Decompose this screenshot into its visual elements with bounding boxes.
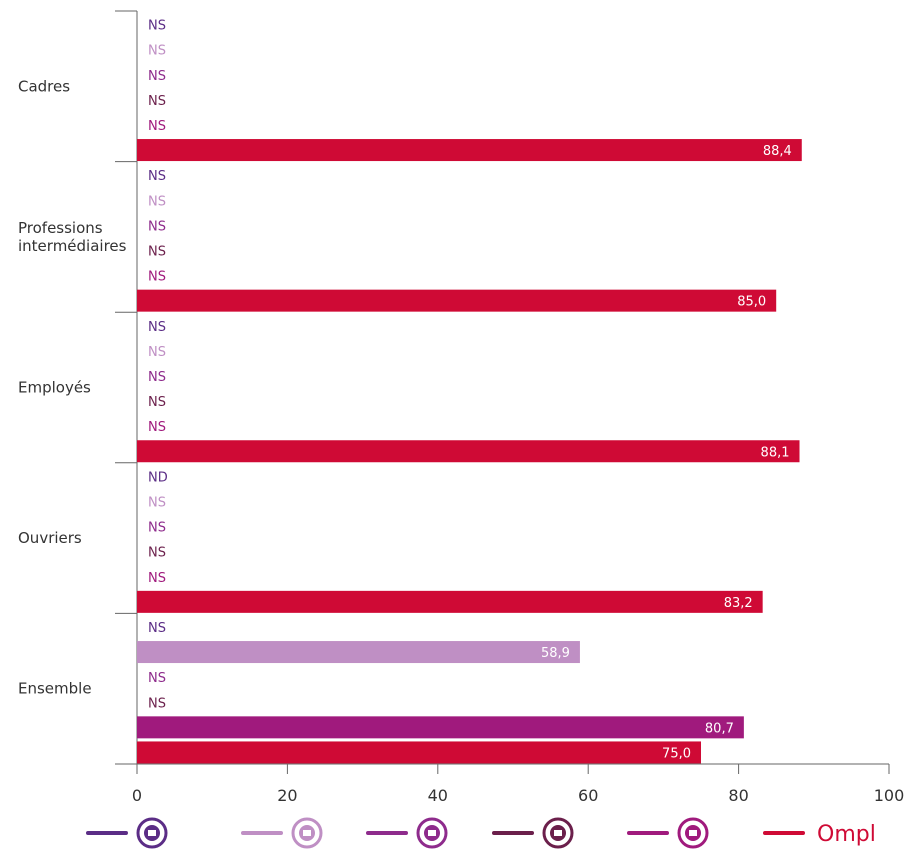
bar-status-label: NS [148, 345, 166, 360]
legend-item [86, 817, 168, 849]
scales-icon [677, 817, 709, 849]
bar-status-label: NS [148, 621, 166, 636]
x-tick-label: 20 [277, 786, 297, 805]
bar [137, 289, 777, 312]
bar [137, 716, 744, 739]
bar-status-label: NS [148, 546, 166, 561]
bar-value-label: 88,4 [763, 144, 792, 159]
bar-status-label: NS [148, 19, 166, 34]
legend-item [241, 817, 323, 849]
bar [137, 641, 580, 664]
bar-status-label: NS [148, 370, 166, 385]
bar [137, 440, 800, 463]
bar-status-label: ND [148, 470, 168, 485]
bar [137, 590, 763, 613]
bank-icon [136, 817, 168, 849]
bar-status-label: NS [148, 44, 166, 59]
legend-item [627, 817, 709, 849]
bar-value-label: 80,7 [705, 721, 734, 736]
chart-bars: NS NS NS NS NS 88,4 NS NS NS NS NS 85,0 NS NS NS NS NS 88… [137, 19, 802, 764]
x-tick-label: 0 [132, 786, 142, 805]
category-label: Ouvriers [18, 529, 82, 547]
bar-status-label: NS [148, 521, 166, 536]
x-tick-label: 60 [578, 786, 598, 805]
person-icon [291, 817, 323, 849]
bar-status-label: NS [148, 395, 166, 410]
microscope-icon [542, 817, 574, 849]
bar-status-label: NS [148, 320, 166, 335]
bar-status-label: NS [148, 94, 166, 109]
category-label: intermédiaires [18, 237, 127, 255]
bar-status-label: NS [148, 495, 166, 510]
bar [137, 139, 802, 162]
ompl-logo: Ompl [817, 822, 876, 847]
bar-status-label: NS [148, 671, 166, 686]
bar-status-label: NS [148, 270, 166, 285]
bar-status-label: NS [148, 169, 166, 184]
x-tick-label: 80 [728, 786, 748, 805]
bar-status-label: NS [148, 571, 166, 586]
chart-legend: Ompl [86, 817, 876, 849]
x-tick-label: 40 [428, 786, 448, 805]
legend-item [366, 817, 448, 849]
bar-status-label: NS [148, 244, 166, 259]
legend-item [492, 817, 574, 849]
bar-value-label: 88,1 [761, 445, 790, 460]
bar-value-label: 83,2 [724, 596, 753, 611]
chart-axes: 0 20 40 60 80 100 Cadres Professionsintermédiai… [18, 10, 905, 805]
bar-value-label: 85,0 [737, 295, 766, 310]
category-label: Employés [18, 379, 91, 397]
x-tick-label: 100 [874, 786, 905, 805]
bar-value-label: 58,9 [541, 646, 570, 661]
bar-value-label: 75,0 [662, 746, 691, 761]
bar-status-label: NS [148, 696, 166, 711]
bar [137, 741, 701, 764]
bar-status-label: NS [148, 219, 166, 234]
category-label: Professions [18, 219, 103, 237]
category-label: Ensemble [18, 680, 92, 698]
bar-status-label: NS [148, 194, 166, 209]
bar-status-label: NS [148, 69, 166, 84]
bar-status-label: NS [148, 119, 166, 134]
category-label: Cadres [18, 77, 70, 95]
legend-item: Ompl [763, 822, 876, 847]
bar-status-label: NS [148, 420, 166, 435]
gavel-icon [416, 817, 448, 849]
